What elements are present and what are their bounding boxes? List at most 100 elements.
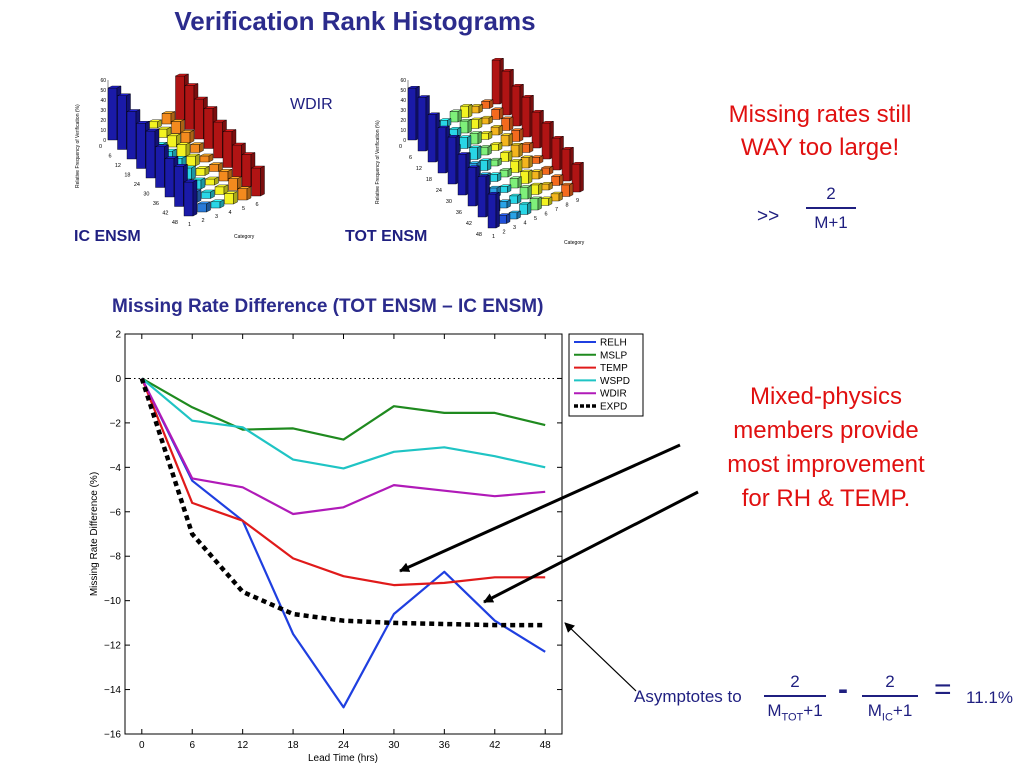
hist-bar-side (539, 155, 544, 164)
hist-bar-front (183, 181, 194, 217)
hist-bar-front (195, 168, 206, 176)
hist-bar-front (218, 171, 229, 182)
hist-bar-side (233, 191, 238, 205)
hist-bar-front (498, 201, 508, 209)
hist-bar-side (457, 109, 462, 123)
mixed-note-line4: for RH & TEMP. (741, 485, 911, 512)
hist-bar-front (521, 96, 531, 138)
hist-bar-side (477, 145, 482, 160)
hist-bar-front (155, 146, 165, 188)
hist-bar-front (107, 87, 118, 141)
ic-histogram-ylabel: Relative Frequency of Verification (%) (75, 104, 81, 188)
hist-bar-front (459, 120, 469, 134)
hist-bar-side (196, 189, 202, 203)
hist-bar-front (197, 203, 207, 213)
hist-lead-tick-label: 42 (466, 221, 472, 227)
hist-bar-front (479, 160, 488, 171)
hist-lead-tick-label: 24 (436, 188, 442, 194)
hist-bar-side (519, 128, 524, 142)
hist-bar-side (478, 117, 483, 129)
hist-bar-front (561, 148, 571, 182)
hist-z-tick-label: 50 (400, 88, 406, 94)
hist-bar-side (200, 177, 206, 190)
hist-bar-side (529, 141, 534, 153)
hist-bar-front (510, 144, 520, 158)
x-tick-label: 0 (139, 740, 145, 751)
hist-bar-front (199, 155, 210, 163)
fraction-bar (806, 207, 856, 209)
hist-category-tick-label: 4 (524, 221, 527, 227)
hist-bar-side (260, 165, 265, 197)
hist-bar-front (457, 154, 467, 196)
hist-bar-front (500, 152, 509, 162)
frac-denominator: M+1 (814, 213, 848, 232)
hist-bar-front (501, 70, 511, 116)
hist-bar-side (246, 186, 252, 201)
hist-bar-front (161, 113, 172, 125)
hist-bar-front (171, 121, 181, 134)
hist-bar-front (136, 123, 146, 169)
y-tick-label: −6 (110, 507, 122, 518)
two-over-m-plus-one: 2 M+1 (806, 184, 856, 233)
hist-bar-side (488, 115, 493, 125)
hist-bar-front (487, 193, 497, 229)
missing-note-line1: Missing rates still (728, 101, 912, 128)
hist-bar-side (478, 104, 483, 114)
y-tick-label: −16 (104, 730, 121, 741)
frac-tot-denominator: MTOT+1 (767, 701, 823, 724)
x-tick-label: 30 (388, 740, 400, 751)
fraction-bar (764, 695, 826, 697)
ic-histogram-xlabel: Category (234, 234, 255, 240)
tot-histogram-ylabel: Relative Frequency of Verification (%) (375, 120, 381, 204)
hist-bar-side (538, 169, 543, 180)
series-line-expd (139, 377, 546, 628)
hist-lead-tick-label: 12 (416, 166, 422, 172)
hist-z-tick-label: 60 (400, 78, 406, 84)
hist-bar-front (157, 128, 168, 138)
hist-bar-front (251, 167, 261, 197)
missing-rates-note: Missing rates still WAY too large! (690, 98, 950, 164)
tot-histogram-xlabel: Category (564, 240, 585, 246)
hist-bar-front (148, 121, 158, 129)
x-tick-label: 36 (439, 740, 451, 751)
hist-bar-side (579, 161, 584, 193)
missing-note-line2: WAY too large! (740, 134, 900, 161)
mixed-note-line1: Mixed-physics (749, 383, 903, 410)
hist-bar-front (511, 85, 521, 127)
hist-z-tick-label: 0 (103, 138, 106, 144)
hist-bar-side (499, 107, 504, 120)
series-line-temp (140, 377, 546, 587)
hist-bar-side (457, 126, 462, 138)
hist-bar-side (447, 118, 452, 127)
hist-bar-front (209, 164, 219, 172)
hist-z-tick-label: 30 (400, 108, 406, 114)
hist-category-tick-label: 2 (503, 230, 506, 236)
hist-bar-front (407, 87, 417, 141)
hist-bar-side (497, 172, 502, 182)
chart-title: Missing Rate Difference (TOT ENSM – IC E… (112, 296, 544, 317)
legend-label-temp: TEMP (600, 363, 628, 374)
legend-label-relh: RELH (600, 338, 627, 349)
hist-bar-front (519, 186, 529, 200)
hist-bar-front (145, 130, 156, 179)
legend-box (568, 333, 644, 417)
hist-bar-side (507, 184, 512, 193)
hist-lead-tick-label: 6 (409, 155, 412, 161)
ic-ensm-label: IC ENSM (74, 228, 141, 245)
hist-category-tick-label: 4 (229, 210, 232, 216)
hist-bar-front (498, 215, 507, 224)
hist-bar-side (219, 199, 225, 209)
two-over-mic-plus-one: 2 MIC+1 (862, 672, 918, 727)
hist-bar-front (530, 171, 540, 180)
two-over-mtot-plus-one: 2 MTOT+1 (764, 672, 826, 727)
hist-bar-front (194, 98, 204, 140)
hist-bar-side (569, 182, 574, 197)
frac-ic-denominator: MIC+1 (867, 701, 913, 724)
hist-bar-front (469, 147, 478, 160)
hist-bar-side (204, 166, 210, 176)
hist-category-tick-label: 6 (256, 202, 259, 208)
hist-bar-side (548, 196, 553, 206)
hist-bar-front (469, 133, 479, 145)
hist-bar-front (561, 184, 570, 197)
hist-bar-side (518, 142, 523, 158)
